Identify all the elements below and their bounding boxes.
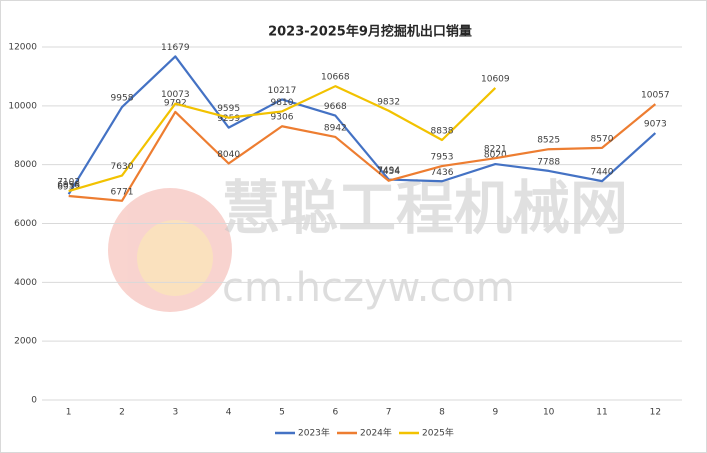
x-tick-label: 6 bbox=[332, 408, 338, 418]
data-label: 9810 bbox=[271, 98, 294, 108]
y-tick-label: 2000 bbox=[14, 337, 37, 347]
data-label: 7494 bbox=[377, 166, 400, 176]
data-label: 8020 bbox=[484, 151, 507, 161]
data-label: 7788 bbox=[537, 157, 560, 167]
data-label: 7440 bbox=[591, 168, 614, 178]
watermark-logo bbox=[108, 188, 232, 312]
data-label: 9595 bbox=[217, 104, 240, 114]
x-tick-label: 10 bbox=[543, 408, 555, 418]
x-tick-label: 11 bbox=[596, 408, 607, 418]
chart-title: 2023-2025年9月挖掘机出口销量 bbox=[268, 24, 472, 40]
data-label: 10057 bbox=[641, 91, 670, 101]
data-label: 9958 bbox=[111, 94, 134, 104]
x-tick-label: 1 bbox=[66, 408, 72, 418]
y-tick-label: 6000 bbox=[14, 219, 37, 229]
data-label: 7630 bbox=[111, 162, 134, 172]
data-label: 8570 bbox=[591, 134, 614, 144]
y-tick-label: 8000 bbox=[14, 160, 37, 170]
data-label: 9668 bbox=[324, 102, 347, 112]
x-tick-label: 5 bbox=[279, 408, 285, 418]
x-tick-label: 12 bbox=[650, 408, 661, 418]
watermark: 慧聪工程机械网 bbox=[222, 174, 628, 242]
y-tick-label: 12000 bbox=[8, 43, 37, 53]
data-label: 10668 bbox=[321, 73, 350, 83]
series-line bbox=[68, 85, 497, 193]
data-label: 6935 bbox=[57, 182, 80, 192]
series-line bbox=[67, 55, 657, 195]
data-label: 9306 bbox=[271, 113, 294, 123]
series-line bbox=[68, 103, 657, 202]
data-label: 6998 bbox=[57, 181, 80, 191]
y-tick-label: 10000 bbox=[8, 101, 37, 111]
watermark: cm.hczyw.com bbox=[222, 265, 515, 311]
data-label: 8838 bbox=[431, 127, 454, 137]
x-tick-label: 4 bbox=[226, 408, 232, 418]
x-tick-label: 8 bbox=[439, 408, 445, 418]
data-label: 8221 bbox=[484, 145, 507, 155]
data-label: 10073 bbox=[161, 90, 190, 100]
legend-label: 2023年 bbox=[298, 427, 330, 439]
data-label: 7436 bbox=[431, 168, 454, 178]
x-tick-label: 2 bbox=[119, 408, 125, 418]
x-tick-label: 9 bbox=[492, 408, 498, 418]
data-label: 7953 bbox=[431, 153, 454, 163]
x-tick-label: 3 bbox=[172, 408, 178, 418]
legend-label: 2024年 bbox=[360, 427, 392, 439]
data-label: 10609 bbox=[481, 74, 510, 84]
y-tick-label: 4000 bbox=[14, 278, 37, 288]
data-label: 9259 bbox=[217, 114, 240, 124]
data-label: 9832 bbox=[377, 97, 400, 107]
data-label: 10217 bbox=[268, 86, 297, 96]
data-label: 8942 bbox=[324, 123, 347, 133]
data-label: 7454 bbox=[377, 167, 400, 177]
data-label: 9073 bbox=[644, 120, 667, 130]
y-tick-label: 0 bbox=[31, 396, 37, 406]
data-label: 6771 bbox=[111, 187, 134, 197]
data-label: 8040 bbox=[217, 150, 240, 160]
legend-label: 2025年 bbox=[422, 427, 454, 439]
data-label: 7102 bbox=[57, 178, 80, 188]
x-tick-label: 7 bbox=[386, 408, 392, 418]
data-label: 8525 bbox=[537, 136, 560, 146]
data-label: 11679 bbox=[161, 43, 190, 53]
